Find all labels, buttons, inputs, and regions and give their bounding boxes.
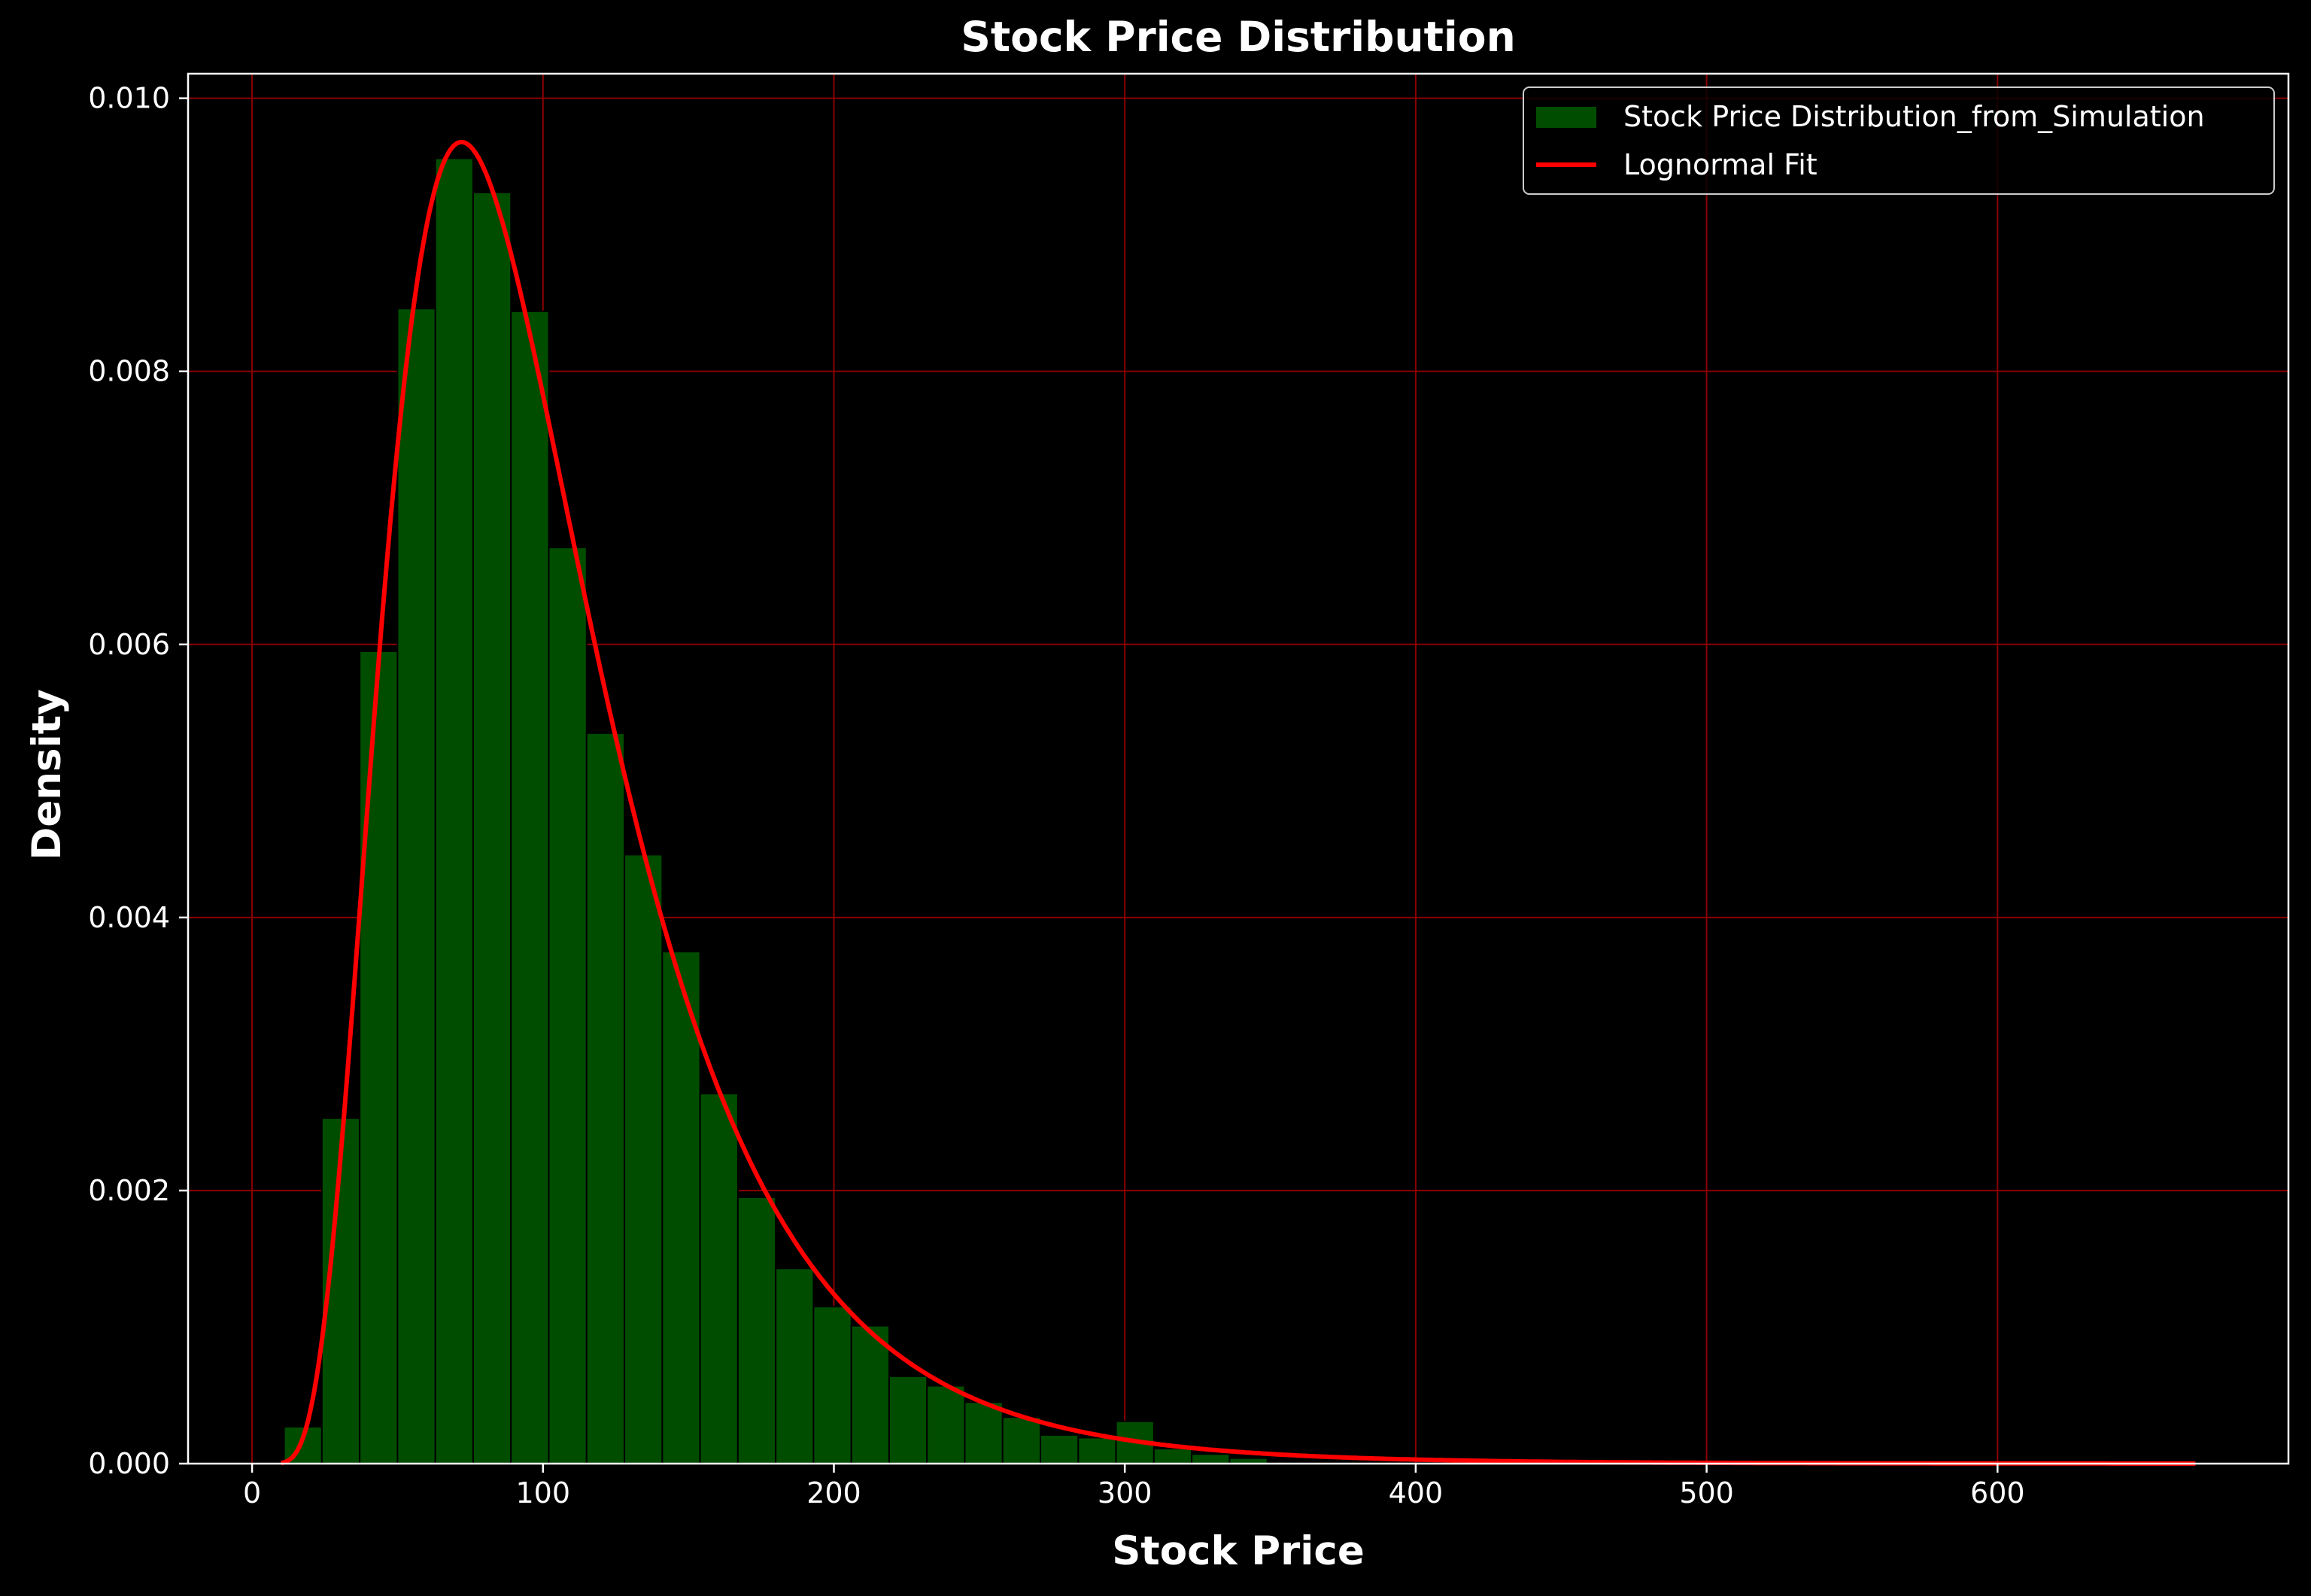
- histogram-bar: [1152, 1448, 1193, 1465]
- histogram-bar: [1001, 1416, 1042, 1464]
- x-tick-label: 200: [806, 1476, 861, 1510]
- legend-label-histogram: Stock Price Distribution_from_Simulation: [1623, 100, 2205, 133]
- histogram-bar: [624, 854, 664, 1465]
- histogram-bar: [964, 1401, 1004, 1465]
- histogram-bar: [812, 1306, 852, 1464]
- chart-title: Stock Price Distribution: [961, 13, 1515, 61]
- legend-label-fit: Lognormal Fit: [1623, 148, 1818, 181]
- y-tick-label: 0.004: [88, 901, 170, 934]
- x-tick-label: 400: [1389, 1476, 1444, 1510]
- y-tick-label: 0.006: [88, 628, 170, 661]
- histogram-bar: [548, 546, 588, 1464]
- histogram-bar: [434, 157, 474, 1465]
- x-tick-label: 100: [516, 1476, 571, 1510]
- legend-swatch-histogram: [1536, 107, 1596, 128]
- x-tick-label: 600: [1970, 1476, 2025, 1510]
- histogram-bar: [510, 310, 550, 1464]
- histogram-bar: [585, 732, 626, 1464]
- x-tick-label: 300: [1098, 1476, 1152, 1510]
- x-axis-ticks: 0 100 200 300 400 500 600: [243, 1464, 2025, 1510]
- histogram-bar: [736, 1197, 777, 1465]
- histogram-bar: [699, 1093, 739, 1464]
- y-tick-label: 0.008: [88, 355, 170, 388]
- histogram-bar: [472, 191, 512, 1464]
- histogram-bar: [775, 1267, 815, 1465]
- x-axis-label: Stock Price: [1112, 1528, 1365, 1574]
- y-tick-label: 0.000: [88, 1447, 170, 1480]
- histogram-bar: [1077, 1437, 1117, 1464]
- x-tick-label: 0: [243, 1476, 261, 1510]
- y-tick-label: 0.010: [88, 82, 170, 115]
- histogram-bar: [661, 951, 701, 1464]
- histogram-bar: [850, 1324, 890, 1464]
- y-axis-label: Density: [24, 689, 70, 860]
- histogram-bar: [926, 1385, 966, 1464]
- legend-box: [1523, 86, 2275, 195]
- y-axis-ticks: 0.000 0.002 0.004 0.006 0.008 0.010: [88, 82, 188, 1480]
- histogram-bar: [359, 650, 399, 1465]
- y-tick-label: 0.002: [88, 1174, 170, 1207]
- histogram-bar: [888, 1375, 928, 1464]
- histogram-bar: [1040, 1434, 1080, 1464]
- axes-frame: [187, 72, 2290, 1465]
- histogram-bar: [1191, 1453, 1231, 1464]
- histogram-bar: [396, 308, 436, 1465]
- x-tick-label: 500: [1679, 1476, 1734, 1510]
- legend: Stock Price Distribution_from_Simulation…: [1523, 86, 2275, 195]
